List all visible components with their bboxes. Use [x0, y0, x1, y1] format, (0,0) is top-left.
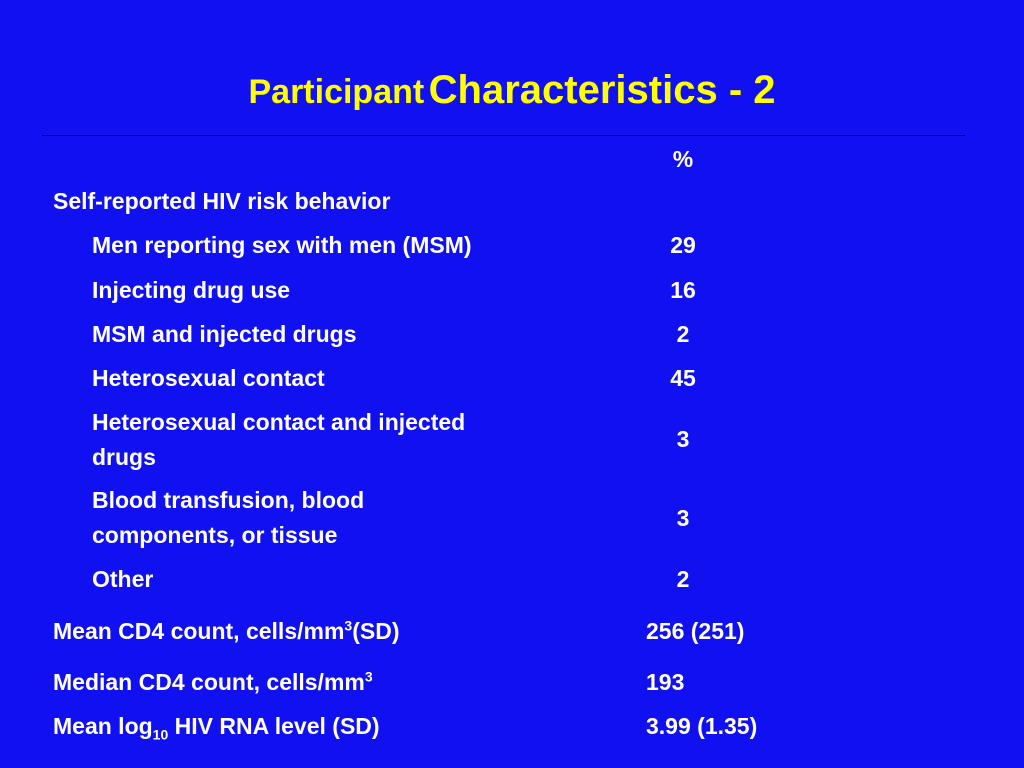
- stat-label-mean-log-rna-suffix: HIV RNA level (SD): [168, 713, 380, 739]
- title-part-participant: Participant: [248, 73, 425, 111]
- stat-label-median-cd4-text: Median CD4 count, cells/mm: [53, 669, 365, 695]
- row-label-heterosexual-contact: Heterosexual contact: [92, 365, 325, 391]
- row-label-other: Other: [92, 566, 154, 592]
- stat-label-mean-cd4-suffix: (SD): [352, 618, 400, 644]
- row-label-blood-transfusion-line2: components, or tissue: [92, 522, 338, 548]
- slide-title: Participant Characteristics - 2: [0, 68, 1024, 113]
- stat-value-mean-cd4: 256 (251): [646, 618, 745, 644]
- stat-label-mean-cd4: Mean CD4 count, cells/mm3(SD): [53, 614, 400, 648]
- stat-value-mean-log-rna: 3.99 (1.35): [646, 713, 758, 739]
- row-value-msm: 29: [670, 232, 696, 258]
- row-label-msm-injected-drugs: MSM and injected drugs: [92, 321, 357, 347]
- row-label-msm: Men reporting sex with men (MSM): [92, 232, 472, 258]
- stat-label-mean-log-rna: Mean log10 HIV RNA level (SD): [53, 709, 380, 743]
- title-part-characteristics: Characteristics - 2: [428, 68, 776, 112]
- stat-label-mean-cd4-sup: 3: [344, 617, 353, 634]
- stat-label-median-cd4: Median CD4 count, cells/mm3: [53, 665, 373, 699]
- stat-value-median-cd4: 193: [646, 669, 685, 695]
- row-value-injecting-drug-use: 16: [670, 277, 696, 303]
- percent-column-header: %: [672, 146, 694, 172]
- stat-label-mean-cd4-text: Mean CD4 count, cells/mm: [53, 618, 345, 644]
- row-value-other: 2: [676, 566, 690, 592]
- row-label-heterosexual-injected-line2: drugs: [92, 444, 156, 470]
- row-value-heterosexual-injected: 3: [676, 426, 690, 452]
- row-value-heterosexual-contact: 45: [670, 365, 696, 391]
- row-value-blood-transfusion: 3: [676, 505, 690, 531]
- title-divider: [42, 135, 965, 136]
- stat-label-mean-log-rna-sub: 10: [152, 726, 169, 743]
- stat-label-mean-log-rna-text: Mean log: [53, 713, 153, 739]
- row-label-heterosexual-injected-line1: Heterosexual contact and injected: [92, 409, 466, 435]
- row-label-injecting-drug-use: Injecting drug use: [92, 277, 291, 303]
- row-value-msm-injected-drugs: 2: [676, 321, 690, 347]
- stat-label-median-cd4-sup: 3: [364, 668, 373, 685]
- row-label-blood-transfusion-line1: Blood transfusion, blood: [92, 487, 365, 513]
- section-label-hiv-risk: Self-reported HIV risk behavior: [53, 188, 391, 214]
